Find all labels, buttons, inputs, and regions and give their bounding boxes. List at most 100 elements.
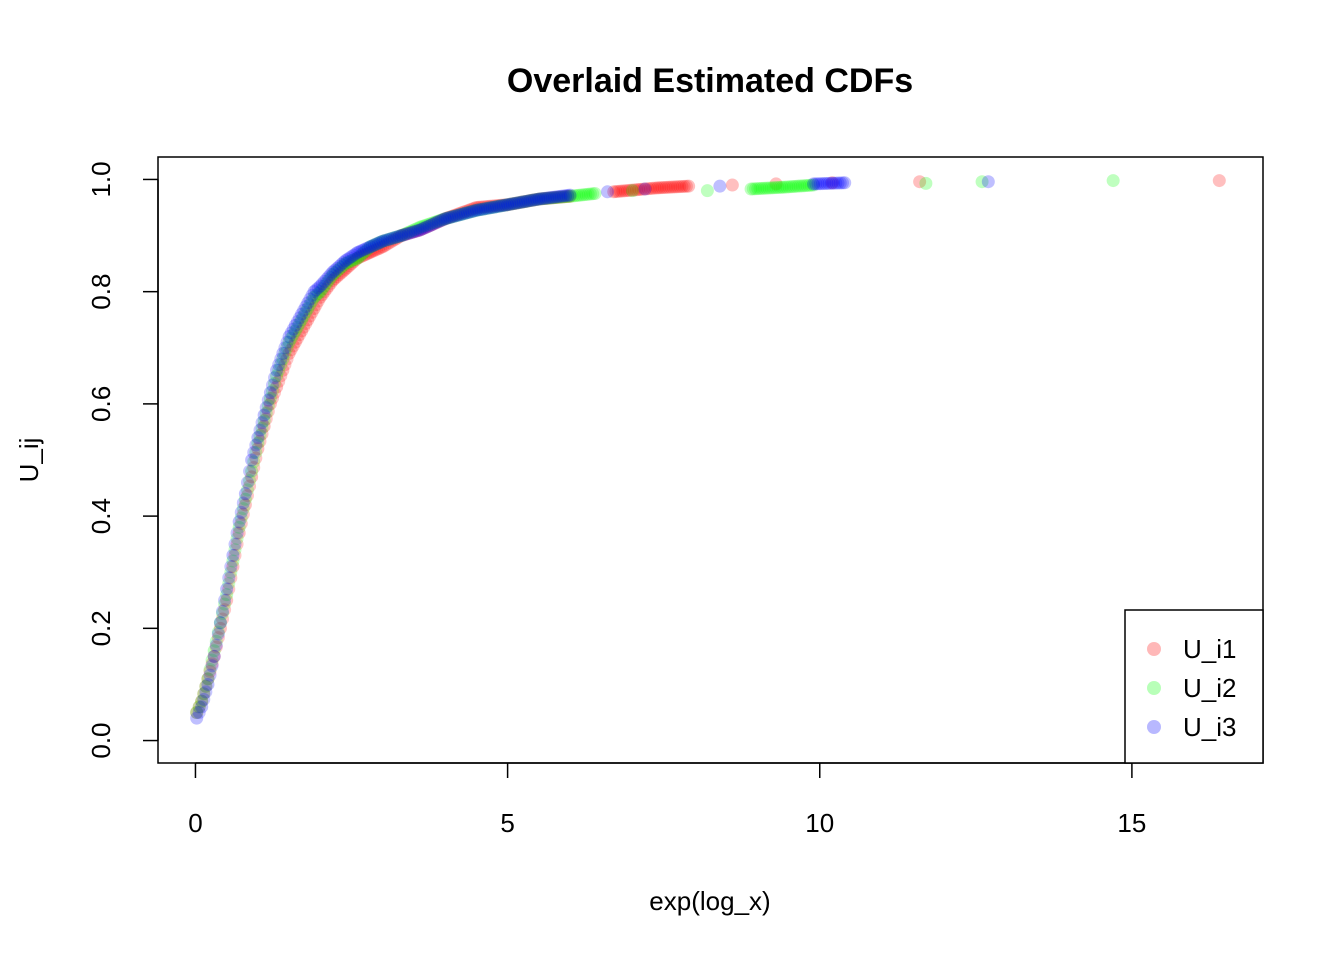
data-point (301, 313, 315, 327)
data-point (636, 182, 650, 196)
data-point (824, 176, 838, 190)
data-point (326, 273, 340, 287)
data-point (340, 252, 354, 266)
data-point (284, 326, 298, 340)
data-point (309, 298, 323, 312)
data-point (353, 244, 367, 258)
data-point (438, 212, 452, 226)
data-point (460, 206, 474, 220)
data-point (556, 190, 570, 204)
data-point (550, 190, 564, 204)
data-point (330, 261, 344, 275)
data-point (363, 240, 377, 254)
data-point (572, 188, 586, 202)
data-point (345, 250, 359, 264)
data-point (516, 195, 530, 209)
data-point (501, 198, 515, 212)
data-point (458, 206, 472, 220)
data-point (478, 200, 492, 214)
data-point (431, 214, 445, 228)
data-point (374, 235, 388, 249)
x-tick-label: 0 (188, 808, 202, 838)
data-point (795, 179, 809, 193)
data-point (370, 243, 384, 257)
data-point (207, 644, 221, 658)
data-point (547, 191, 561, 205)
data-point (581, 187, 595, 201)
data-point (315, 282, 329, 296)
data-point (213, 621, 227, 635)
data-point (401, 226, 415, 240)
data-point (811, 177, 825, 191)
data-point (427, 217, 441, 231)
data-point (467, 201, 481, 215)
data-point (438, 212, 452, 226)
data-point (725, 178, 739, 192)
legend-label: U_i3 (1183, 712, 1236, 742)
data-point (288, 318, 302, 332)
data-point (1212, 174, 1226, 188)
data-point (404, 224, 418, 238)
data-point (338, 257, 352, 271)
data-point (492, 199, 506, 213)
data-point (255, 427, 269, 441)
data-point (232, 515, 246, 529)
data-point (541, 191, 555, 205)
data-point (361, 246, 375, 260)
data-point (614, 184, 628, 198)
data-point (534, 192, 548, 206)
data-point (392, 229, 406, 243)
data-point (579, 187, 593, 201)
data-point (288, 335, 302, 349)
data-point (755, 181, 769, 195)
data-point (436, 212, 450, 226)
data-point (492, 198, 506, 212)
data-point (440, 211, 454, 225)
data-point (657, 181, 671, 195)
data-point (236, 496, 250, 510)
data-point (255, 421, 269, 435)
data-point (586, 187, 600, 201)
data-point (299, 300, 313, 314)
data-point (818, 177, 832, 191)
data-point (205, 659, 219, 673)
data-point (456, 207, 470, 221)
data-point (409, 222, 423, 236)
data-point (833, 176, 847, 190)
data-point (431, 215, 445, 229)
data-point (427, 216, 441, 230)
data-point (463, 205, 477, 219)
data-point (436, 213, 450, 227)
data-point (406, 225, 420, 239)
data-point (449, 208, 463, 222)
data-point (458, 205, 472, 219)
data-point (418, 221, 432, 235)
data-point (507, 196, 521, 210)
data-point (253, 429, 267, 443)
data-point (411, 221, 425, 235)
data-point (472, 203, 486, 217)
data-point (216, 606, 230, 620)
data-point (290, 315, 304, 329)
data-point (561, 189, 575, 203)
data-point (456, 207, 470, 221)
data-point (476, 202, 490, 216)
data-point (543, 191, 557, 205)
data-point (568, 189, 582, 203)
data-point (429, 215, 443, 229)
x-axis-label: exp(log_x) (649, 886, 770, 916)
data-point (332, 262, 346, 276)
data-point (220, 593, 234, 607)
data-point (420, 220, 434, 234)
data-point (263, 391, 277, 405)
x-tick-label: 15 (1117, 808, 1146, 838)
data-point (197, 687, 211, 701)
series-U_i2 (190, 174, 1120, 719)
data-point (404, 226, 418, 240)
data-point (666, 180, 680, 194)
data-point (276, 352, 290, 366)
data-point (668, 180, 682, 194)
x-tick-label: 10 (805, 808, 834, 838)
data-point (422, 219, 436, 233)
data-point (454, 206, 468, 220)
